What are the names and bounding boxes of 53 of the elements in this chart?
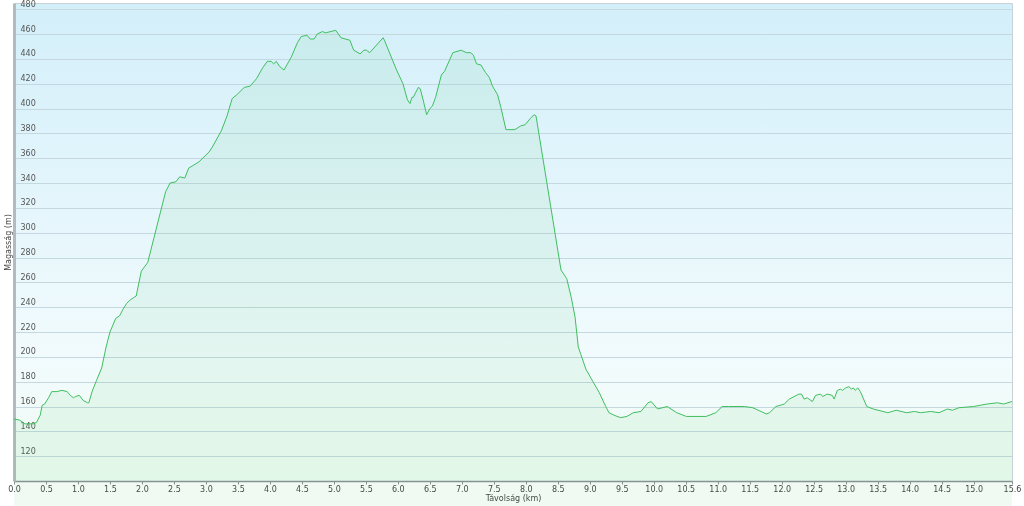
y-tick-label: 360 bbox=[20, 148, 36, 158]
x-tick-label: 5.0 bbox=[328, 484, 341, 494]
x-tick-label: 10.0 bbox=[645, 484, 664, 494]
x-axis-title: Távolság (km) bbox=[484, 493, 542, 503]
y-tick-label: 180 bbox=[20, 372, 36, 382]
x-tick-label: 13.0 bbox=[837, 484, 856, 494]
x-tick-label: 10.5 bbox=[677, 484, 696, 494]
y-tick-label: 240 bbox=[20, 297, 36, 307]
y-tick-label: 300 bbox=[20, 223, 36, 233]
x-tick-label: 0.0 bbox=[8, 484, 21, 494]
x-tick-label: 14.0 bbox=[901, 484, 920, 494]
x-tick-label: 3.5 bbox=[232, 484, 245, 494]
y-tick-label: 420 bbox=[20, 74, 36, 84]
x-tick-label: 15.0 bbox=[965, 484, 984, 494]
y-tick-label: 440 bbox=[20, 49, 36, 59]
x-tick-label: 9.0 bbox=[583, 484, 597, 494]
x-tick-label: 11.5 bbox=[741, 484, 760, 494]
x-tick-label: 12.0 bbox=[773, 484, 792, 494]
y-tick-label: 460 bbox=[20, 24, 36, 34]
x-tick-label: 12.5 bbox=[805, 484, 824, 494]
y-axis-title: Magasság (m) bbox=[3, 214, 13, 271]
x-tick-label: 1.5 bbox=[104, 484, 117, 494]
x-tick-label: 6.5 bbox=[423, 484, 437, 494]
x-tick-label: 2.5 bbox=[168, 484, 181, 494]
y-tick-label: 400 bbox=[20, 99, 36, 109]
y-tick-label: 320 bbox=[20, 198, 36, 208]
y-tick-label: 380 bbox=[20, 123, 36, 133]
x-tick-label: 8.5 bbox=[551, 484, 565, 494]
y-tick-label: 280 bbox=[20, 248, 36, 258]
x-tick-label: 5.5 bbox=[359, 484, 373, 494]
y-tick-label: 140 bbox=[20, 421, 36, 431]
x-tick-label: 15.6 bbox=[1003, 484, 1022, 494]
x-tick-label: 4.5 bbox=[296, 484, 309, 494]
x-tick-label: 11.0 bbox=[709, 484, 728, 494]
y-tick-label: 260 bbox=[20, 272, 36, 282]
x-tick-label: 9.5 bbox=[615, 484, 629, 494]
x-tick-label: 14.5 bbox=[933, 484, 952, 494]
x-tick-label: 7.0 bbox=[455, 484, 469, 494]
x-tick-label: 13.5 bbox=[869, 484, 888, 494]
y-tick-label: 120 bbox=[20, 446, 36, 456]
y-tick-label: 200 bbox=[20, 347, 36, 357]
x-tick-label: 1.0 bbox=[72, 484, 85, 494]
x-tick-label: 2.0 bbox=[136, 484, 149, 494]
y-tick-label: 340 bbox=[20, 173, 36, 183]
y-tick-label: 220 bbox=[20, 322, 36, 332]
x-tick-label: 0.5 bbox=[40, 484, 53, 494]
x-tick-label: 4.0 bbox=[264, 484, 277, 494]
x-tick-label: 7.5 bbox=[487, 484, 501, 494]
y-tick-label: 480 bbox=[20, 0, 36, 9]
y-tick-label: 160 bbox=[20, 397, 36, 407]
x-tick-label: 3.0 bbox=[200, 484, 213, 494]
x-tick-label: 8.0 bbox=[519, 484, 533, 494]
x-tick-label: 6.0 bbox=[391, 484, 405, 494]
